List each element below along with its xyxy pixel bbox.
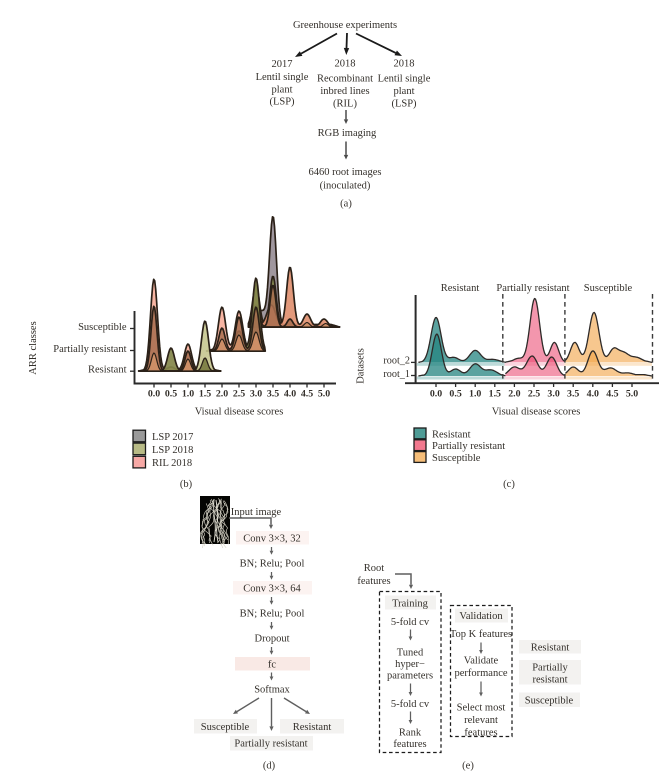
svg-text:relevant: relevant (464, 715, 498, 726)
svg-text:Susceptible: Susceptible (78, 322, 127, 333)
svg-text:4.0: 4.0 (587, 389, 599, 400)
svg-text:ARR classes: ARR classes (28, 321, 39, 374)
svg-text:1.5: 1.5 (489, 389, 501, 400)
svg-text:Visual disease scores: Visual disease scores (195, 407, 284, 418)
svg-text:Top K features: Top K features (450, 629, 512, 640)
svg-text:Partially resistant: Partially resistant (496, 283, 569, 294)
svg-text:2.0: 2.0 (508, 389, 520, 400)
svg-text:4.5: 4.5 (606, 389, 618, 400)
svg-text:Resistant: Resistant (432, 429, 471, 440)
svg-text:3.0: 3.0 (250, 389, 262, 400)
svg-text:1.0: 1.0 (182, 389, 194, 400)
svg-text:Resistant: Resistant (531, 643, 570, 654)
svg-text:0.5: 0.5 (165, 389, 177, 400)
svg-text:root_1: root_1 (383, 369, 410, 380)
svg-text:5.0: 5.0 (626, 389, 638, 400)
svg-text:(d): (d) (263, 761, 276, 772)
svg-text:Validation: Validation (459, 611, 503, 622)
svg-text:1.5: 1.5 (199, 389, 211, 400)
svg-text:0.5: 0.5 (449, 389, 461, 400)
svg-text:(c): (c) (503, 479, 515, 490)
svg-text:6460 root images: 6460 root images (309, 167, 382, 178)
svg-text:3.5: 3.5 (267, 389, 279, 400)
svg-text:2.0: 2.0 (216, 389, 228, 400)
svg-text:Lentil single: Lentil single (256, 72, 309, 83)
svg-text:Lentil single: Lentil single (378, 74, 431, 85)
svg-text:parameters: parameters (387, 671, 433, 682)
svg-text:RGB imaging: RGB imaging (318, 128, 377, 139)
svg-text:Partially resistant: Partially resistant (234, 739, 307, 750)
svg-text:Susceptible: Susceptible (525, 696, 574, 707)
svg-text:Dropout: Dropout (255, 634, 290, 645)
svg-text:2018: 2018 (394, 59, 415, 70)
svg-text:plant: plant (394, 86, 415, 97)
svg-text:0.0: 0.0 (430, 389, 442, 400)
svg-text:Resistant: Resistant (88, 365, 127, 376)
svg-text:LSP 2018: LSP 2018 (152, 445, 193, 456)
svg-text:Susceptible: Susceptible (201, 722, 250, 733)
svg-text:performance: performance (454, 668, 507, 679)
svg-text:BN; Relu; Pool: BN; Relu; Pool (240, 559, 305, 570)
svg-text:Susceptible: Susceptible (432, 453, 481, 464)
svg-text:RIL 2018: RIL 2018 (152, 458, 192, 469)
svg-text:fc: fc (268, 660, 276, 671)
svg-text:Rank: Rank (399, 728, 422, 739)
svg-text:2.5: 2.5 (233, 389, 245, 400)
svg-text:0.0: 0.0 (148, 389, 160, 400)
svg-text:resistant: resistant (533, 675, 568, 686)
svg-text:features: features (357, 576, 390, 587)
svg-text:Datasets: Datasets (356, 348, 367, 384)
svg-text:Partially resistant: Partially resistant (432, 441, 505, 452)
svg-text:(LSP): (LSP) (269, 97, 295, 108)
svg-text:3.0: 3.0 (547, 389, 559, 400)
svg-text:Resistant: Resistant (441, 283, 480, 294)
svg-text:Conv 3×3, 64: Conv 3×3, 64 (243, 584, 301, 595)
svg-text:5-fold cv: 5-fold cv (391, 699, 430, 710)
svg-text:Susceptible: Susceptible (584, 283, 633, 294)
svg-text:Input image: Input image (231, 507, 282, 518)
svg-text:(e): (e) (462, 761, 474, 772)
svg-text:4.5: 4.5 (301, 389, 313, 400)
svg-text:(LSP): (LSP) (391, 99, 417, 110)
svg-text:Partially: Partially (532, 663, 568, 674)
svg-text:plant: plant (272, 85, 293, 96)
svg-text:Softmax: Softmax (254, 685, 290, 696)
svg-text:Root: Root (364, 563, 385, 574)
svg-text:hyper−: hyper− (395, 659, 425, 670)
svg-text:2017: 2017 (272, 59, 293, 70)
svg-text:(inoculated): (inoculated) (320, 181, 371, 192)
svg-text:2.5: 2.5 (528, 389, 540, 400)
svg-text:Resistant: Resistant (293, 722, 332, 733)
svg-text:root_2: root_2 (383, 356, 410, 367)
svg-text:LSP 2017: LSP 2017 (152, 432, 193, 443)
svg-text:Tuned: Tuned (397, 648, 424, 659)
svg-text:inbred lines: inbred lines (320, 86, 369, 97)
svg-text:features: features (393, 739, 426, 750)
svg-text:Greenhouse experiments: Greenhouse experiments (293, 20, 397, 31)
svg-text:(a): (a) (340, 199, 352, 210)
svg-text:5-fold cv: 5-fold cv (391, 617, 430, 628)
svg-text:Training: Training (392, 599, 429, 610)
svg-text:BN; Relu; Pool: BN; Relu; Pool (240, 609, 305, 620)
svg-text:features: features (464, 728, 497, 739)
svg-text:Select most: Select most (457, 703, 506, 714)
svg-text:Partially resistant: Partially resistant (53, 344, 126, 355)
svg-text:4.0: 4.0 (284, 389, 296, 400)
svg-text:(b): (b) (180, 479, 193, 490)
svg-text:1.0: 1.0 (469, 389, 481, 400)
svg-text:(RIL): (RIL) (333, 99, 357, 110)
svg-text:5.0: 5.0 (318, 389, 330, 400)
svg-text:2018: 2018 (335, 59, 356, 70)
svg-text:Conv 3×3, 32: Conv 3×3, 32 (243, 534, 301, 545)
svg-text:Validate: Validate (464, 656, 499, 667)
svg-text:Visual disease scores: Visual disease scores (492, 407, 581, 418)
svg-text:Recombinant: Recombinant (317, 74, 373, 85)
svg-text:3.5: 3.5 (567, 389, 579, 400)
